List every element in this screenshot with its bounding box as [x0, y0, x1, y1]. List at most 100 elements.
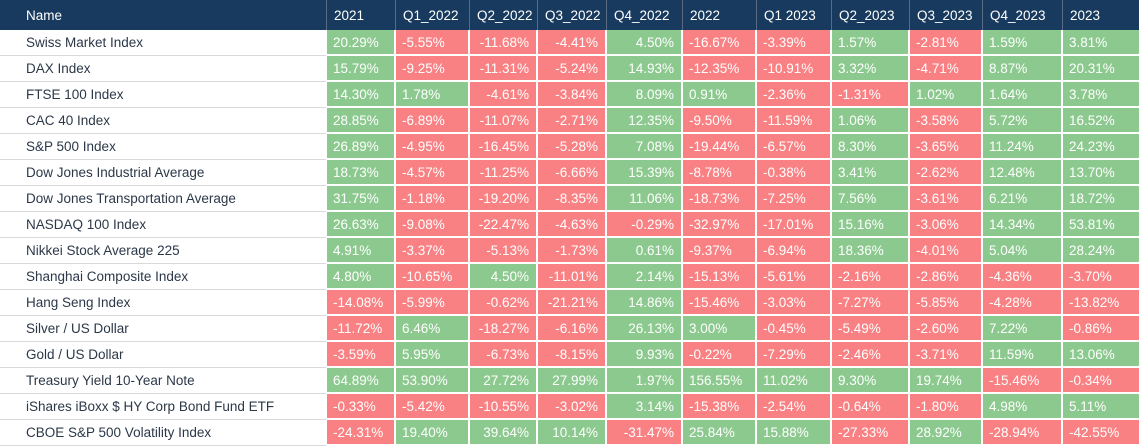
value-cell: -3.71%: [910, 342, 983, 368]
value-cell: -7.25%: [757, 186, 832, 212]
value-cell: 4.80%: [327, 264, 396, 290]
value-cell: -5.24%: [538, 56, 607, 82]
value-cell: 156.55%: [683, 368, 757, 394]
value-cell: 1.97%: [607, 368, 683, 394]
value-cell: -1.80%: [910, 394, 983, 420]
value-cell: -2.54%: [757, 394, 832, 420]
value-cell: 27.99%: [538, 368, 607, 394]
value-cell: 6.46%: [396, 316, 470, 342]
value-cell: 11.59%: [983, 342, 1063, 368]
value-cell: -0.33%: [327, 394, 396, 420]
value-cell: 20.31%: [1063, 56, 1139, 82]
value-cell: 27.72%: [470, 368, 538, 394]
value-cell: -18.73%: [683, 186, 757, 212]
value-cell: 10.14%: [538, 420, 607, 446]
table-row: Swiss Market Index 20.29% -5.55% -11.68% -4.…: [0, 30, 1139, 56]
value-cell: -22.47%: [470, 212, 538, 238]
value-cell: -0.45%: [757, 316, 832, 342]
value-cell: -19.20%: [470, 186, 538, 212]
value-cell: 15.16%: [832, 212, 910, 238]
value-cell: 5.72%: [983, 108, 1063, 134]
table-row: Gold / US Dollar -3.59% 5.95% -6.73% -8.15% 9…: [0, 342, 1139, 368]
value-cell: -2.60%: [910, 316, 983, 342]
value-cell: -4.95%: [396, 134, 470, 160]
value-cell: 1.59%: [983, 30, 1063, 56]
column-header-q4-2023: Q4_2023: [983, 0, 1063, 30]
table-row: NASDAQ 100 Index 26.63% -9.08% -22.47% -4.63…: [0, 212, 1139, 238]
table-row: S&P 500 Index 26.89% -4.95% -16.45% -5.28% 7.…: [0, 134, 1139, 160]
value-cell: -18.27%: [470, 316, 538, 342]
value-cell: -10.55%: [470, 394, 538, 420]
value-cell: -3.39%: [757, 30, 832, 56]
value-cell: -3.84%: [538, 82, 607, 108]
value-cell: 9.30%: [832, 368, 910, 394]
value-cell: 19.74%: [910, 368, 983, 394]
value-cell: -0.86%: [1063, 316, 1139, 342]
value-cell: -6.16%: [538, 316, 607, 342]
value-cell: -0.62%: [470, 290, 538, 316]
value-cell: -1.31%: [832, 82, 910, 108]
value-cell: -6.66%: [538, 160, 607, 186]
value-cell: -6.73%: [470, 342, 538, 368]
value-cell: -4.36%: [983, 264, 1063, 290]
value-cell: -19.44%: [683, 134, 757, 160]
value-cell: -3.06%: [910, 212, 983, 238]
value-cell: -10.91%: [757, 56, 832, 82]
row-name: Shanghai Composite Index: [0, 264, 327, 290]
value-cell: -3.03%: [757, 290, 832, 316]
value-cell: 18.36%: [832, 238, 910, 264]
column-header-q1-2022: Q1_2022: [396, 0, 470, 30]
value-cell: 26.63%: [327, 212, 396, 238]
value-cell: 14.30%: [327, 82, 396, 108]
value-cell: 15.39%: [607, 160, 683, 186]
value-cell: 1.02%: [910, 82, 983, 108]
value-cell: 2.14%: [607, 264, 683, 290]
table-row: Dow Jones Industrial Average 18.73% -4.57%…: [0, 160, 1139, 186]
value-cell: -15.13%: [683, 264, 757, 290]
value-cell: -1.73%: [538, 238, 607, 264]
value-cell: -2.36%: [757, 82, 832, 108]
value-cell: -2.62%: [910, 160, 983, 186]
value-cell: -24.31%: [327, 420, 396, 446]
value-cell: -5.99%: [396, 290, 470, 316]
value-cell: 1.64%: [983, 82, 1063, 108]
table-row: FTSE 100 Index 14.30% 1.78% -4.61% -3.84% 8.0…: [0, 82, 1139, 108]
value-cell: -2.71%: [538, 108, 607, 134]
value-cell: -2.86%: [910, 264, 983, 290]
value-cell: -4.71%: [910, 56, 983, 82]
value-cell: -11.31%: [470, 56, 538, 82]
row-name: Treasury Yield 10-Year Note: [0, 368, 327, 394]
value-cell: -2.16%: [832, 264, 910, 290]
value-cell: 3.00%: [683, 316, 757, 342]
value-cell: -6.89%: [396, 108, 470, 134]
table-row: Silver / US Dollar -11.72% 6.46% -18.27% -6.…: [0, 316, 1139, 342]
value-cell: -7.27%: [832, 290, 910, 316]
value-cell: -3.65%: [910, 134, 983, 160]
value-cell: 1.78%: [396, 82, 470, 108]
value-cell: 19.40%: [396, 420, 470, 446]
value-cell: -4.63%: [538, 212, 607, 238]
value-cell: -15.46%: [683, 290, 757, 316]
value-cell: -3.70%: [1063, 264, 1139, 290]
value-cell: 28.24%: [1063, 238, 1139, 264]
value-cell: -3.61%: [910, 186, 983, 212]
value-cell: 64.89%: [327, 368, 396, 394]
value-cell: 8.87%: [983, 56, 1063, 82]
value-cell: -8.15%: [538, 342, 607, 368]
table-row: Treasury Yield 10-Year Note 64.89% 53.90% 2…: [0, 368, 1139, 394]
value-cell: 0.61%: [607, 238, 683, 264]
value-cell: -11.25%: [470, 160, 538, 186]
column-header-name: Name: [0, 0, 327, 30]
value-cell: 13.70%: [1063, 160, 1139, 186]
row-name: FTSE 100 Index: [0, 82, 327, 108]
value-cell: 7.22%: [983, 316, 1063, 342]
value-cell: -5.28%: [538, 134, 607, 160]
value-cell: 12.48%: [983, 160, 1063, 186]
table-row: iShares iBoxx $ HY Corp Bond Fund ETF -0.…: [0, 394, 1139, 420]
value-cell: 3.41%: [832, 160, 910, 186]
value-cell: 26.13%: [607, 316, 683, 342]
value-cell: -3.59%: [327, 342, 396, 368]
value-cell: 14.86%: [607, 290, 683, 316]
value-cell: -0.34%: [1063, 368, 1139, 394]
